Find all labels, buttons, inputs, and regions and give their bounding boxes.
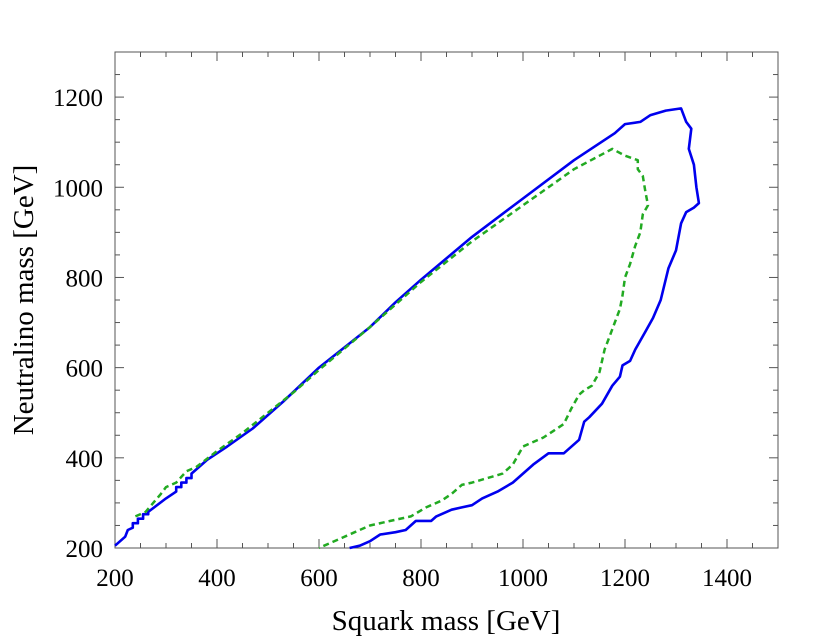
series-group xyxy=(114,107,701,550)
x-tick-label: 600 xyxy=(300,565,338,592)
dashed-contour-line xyxy=(134,147,650,550)
y-tick-label: 1200 xyxy=(53,85,103,112)
y-tick-label: 400 xyxy=(66,446,104,473)
x-tick-label: 400 xyxy=(198,565,236,592)
y-tick-label: 200 xyxy=(66,536,104,563)
y-tick-label: 600 xyxy=(66,356,104,383)
plot-frame xyxy=(114,51,779,549)
x-axis-title: Squark mass [GeV] xyxy=(332,605,561,637)
x-tick-label: 1400 xyxy=(702,565,752,592)
x-tick-labels: 200 400 600 800 1000 1200 1400 xyxy=(96,565,752,592)
x-tick-label: 1000 xyxy=(498,565,548,592)
solid-contour-line xyxy=(114,107,701,550)
y-tick-labels: 200 400 600 800 1000 1200 xyxy=(53,85,103,563)
y-tick-label: 800 xyxy=(66,265,104,292)
x-tick-label: 200 xyxy=(96,565,134,592)
axis-ticks xyxy=(114,51,779,549)
y-tick-label: 1000 xyxy=(53,175,103,202)
y-axis-title: Neutralino mass [GeV] xyxy=(8,165,40,436)
x-tick-label: 800 xyxy=(402,565,440,592)
x-tick-label: 1200 xyxy=(600,565,650,592)
